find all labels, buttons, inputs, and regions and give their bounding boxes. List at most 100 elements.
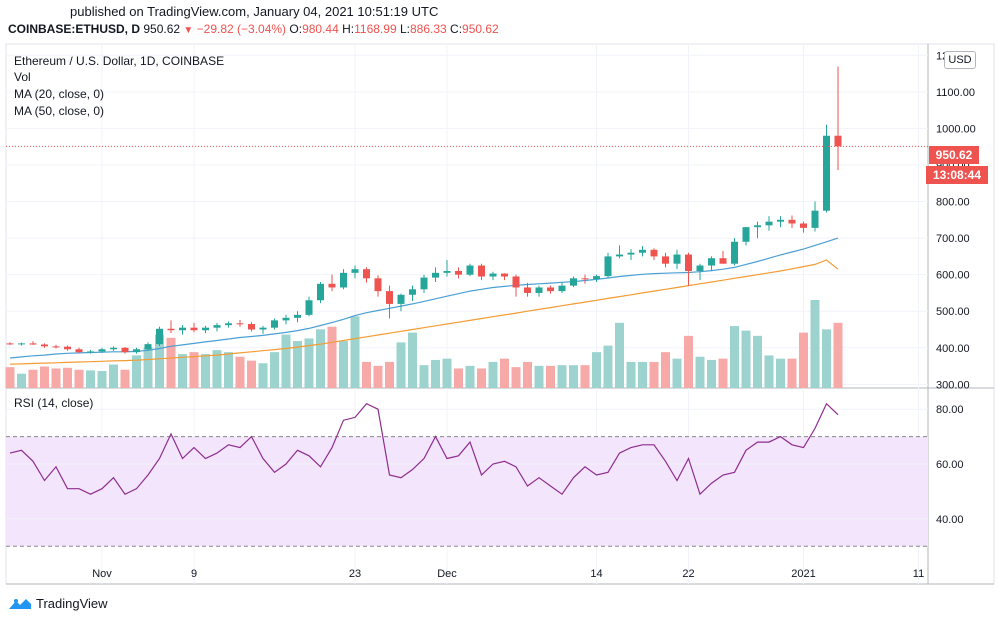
volume-bar xyxy=(419,365,429,388)
candle-body xyxy=(432,272,439,278)
volume-bar xyxy=(120,369,130,388)
price-tick-label: 1100.00 xyxy=(936,87,975,99)
volume-bar xyxy=(649,361,659,388)
volume-bar xyxy=(810,300,820,388)
volume-bar xyxy=(741,330,751,388)
volume-bar xyxy=(224,352,233,388)
volume-bar xyxy=(155,334,164,388)
open-value: 980.44 xyxy=(302,22,339,36)
candle-body xyxy=(248,324,255,330)
volume-bar xyxy=(350,316,360,388)
volume-bar xyxy=(166,337,176,388)
volume-bar xyxy=(511,367,521,388)
candle-body xyxy=(374,278,382,292)
candle-body xyxy=(524,287,531,293)
volume-bar xyxy=(799,332,808,388)
volume-bar xyxy=(51,368,61,388)
volume-bar xyxy=(833,322,843,388)
volume-bar xyxy=(362,361,371,388)
volume-bar xyxy=(373,365,383,388)
candle-body xyxy=(627,252,635,255)
volume-bar xyxy=(327,326,337,388)
candle-body xyxy=(409,289,416,295)
volume-bar xyxy=(523,361,532,388)
candle-body xyxy=(719,258,727,264)
candle-body xyxy=(179,327,186,331)
volume-bar xyxy=(86,370,95,388)
time-tick-label: 11 xyxy=(913,568,924,580)
candle-body xyxy=(64,346,71,350)
candle-body xyxy=(570,278,577,286)
low-value: 886.33 xyxy=(409,22,447,36)
volume-bar xyxy=(109,364,118,388)
candle-body xyxy=(98,349,106,352)
candle-body xyxy=(512,276,520,288)
candle-body xyxy=(87,351,94,353)
volume-bar xyxy=(580,365,590,388)
candle-body xyxy=(708,258,715,266)
close-label: C: xyxy=(450,22,463,36)
volume-bar xyxy=(431,359,440,388)
footer-brand[interactable]: TradingView xyxy=(8,596,108,611)
legend-vol[interactable]: Vol xyxy=(14,70,31,84)
candle-body xyxy=(282,317,290,321)
volume-bar xyxy=(695,356,705,388)
candle-body xyxy=(305,300,313,315)
volume-bar xyxy=(28,369,38,388)
volume-bar xyxy=(178,354,187,388)
volume-bar xyxy=(63,367,72,388)
rsi-tick-label: 60.00 xyxy=(936,459,964,471)
price-tick-label: 400.00 xyxy=(936,343,970,355)
price-tick-label: 1000.00 xyxy=(936,123,976,135)
candle-body xyxy=(742,227,750,242)
legend-ma50[interactable]: MA (50, close, 0) xyxy=(14,104,105,118)
volume-bar xyxy=(258,363,268,388)
volume-bar xyxy=(638,361,647,388)
volume-bar xyxy=(339,341,348,388)
candle-body xyxy=(777,219,784,222)
candle-body xyxy=(754,225,761,228)
volume-bar xyxy=(189,352,199,388)
volume-bar xyxy=(787,358,797,388)
price-tick-label: 600.00 xyxy=(936,270,970,282)
candle-body xyxy=(328,283,336,288)
volume-bar xyxy=(5,367,15,388)
candle-body xyxy=(685,254,692,272)
price-tick-label: 700.00 xyxy=(936,233,970,245)
volume-bar xyxy=(557,365,567,388)
candle-body xyxy=(6,343,14,345)
rsi-tick-label: 40.00 xyxy=(936,514,964,526)
close-value: 950.62 xyxy=(462,22,499,36)
candle-body xyxy=(202,327,209,331)
volume-bar xyxy=(718,358,728,388)
candle-body xyxy=(535,287,543,293)
volume-bar xyxy=(132,355,141,388)
volume-bar xyxy=(764,355,774,388)
currency-button[interactable]: USD xyxy=(944,51,976,69)
volume-bar xyxy=(672,358,682,388)
candle-body xyxy=(75,349,83,353)
candle-body xyxy=(259,327,267,330)
volume-bar xyxy=(396,342,406,388)
candle-body xyxy=(788,219,796,224)
candle-body xyxy=(811,210,819,228)
price-tick-label: 500.00 xyxy=(936,306,970,318)
candle-body xyxy=(351,269,359,273)
volume-bar xyxy=(281,334,291,388)
candle-body xyxy=(386,291,393,304)
price-tick-label: 300.00 xyxy=(936,379,970,391)
legend-rsi[interactable]: RSI (14, close) xyxy=(14,396,94,410)
volume-bar xyxy=(661,352,670,388)
candle-body xyxy=(18,343,25,345)
candle-body xyxy=(673,254,681,264)
rsi-line xyxy=(9,402,839,496)
ma50-line xyxy=(9,259,839,365)
volume-bar xyxy=(626,361,636,388)
legend-ma20[interactable]: MA (20, close, 0) xyxy=(14,87,105,101)
candle-body xyxy=(420,277,428,290)
volume-bar xyxy=(385,361,394,388)
candle-body xyxy=(834,135,842,147)
price-tick-label: 800.00 xyxy=(936,197,970,209)
volume-bar xyxy=(293,341,302,388)
